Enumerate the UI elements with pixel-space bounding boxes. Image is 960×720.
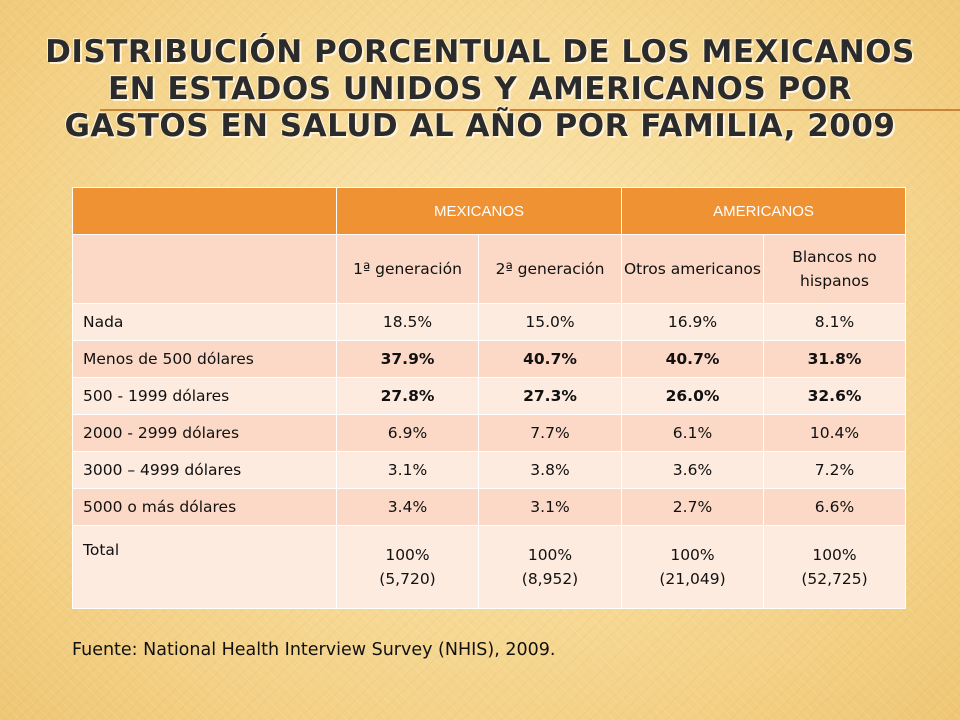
total-cell: 100% (21,049): [621, 525, 764, 609]
table-row: 2000 - 2999 dólares 6.9% 7.7% 6.1% 10.4%: [72, 414, 906, 452]
total-cell: 100% (8,952): [478, 525, 622, 609]
table-cell: 10.4%: [763, 414, 906, 452]
table-cell: 6.9%: [336, 414, 479, 452]
total-count: (52,725): [801, 570, 868, 588]
table-cell: 3.4%: [336, 488, 479, 526]
total-count: (5,720): [379, 570, 436, 588]
row-label: 500 - 1999 dólares: [72, 377, 337, 415]
table-cell: 27.8%: [336, 377, 479, 415]
total-pct: 100%: [385, 546, 430, 564]
table-cell: 37.9%: [336, 340, 479, 378]
table-row: Menos de 500 dólares 37.9% 40.7% 40.7% 3…: [72, 340, 906, 378]
subheader-blank: [72, 234, 337, 304]
total-pct: 100%: [670, 546, 715, 564]
slide-title: Distribución porcentual de los mexicanos…: [45, 34, 915, 144]
table-cell: 31.8%: [763, 340, 906, 378]
table-cell: 15.0%: [478, 303, 622, 341]
data-table: MEXICANOS AMERICANOS 1ª generación 2ª ge…: [72, 187, 906, 609]
table-cell: 3.6%: [621, 451, 764, 489]
total-cell: 100% (5,720): [336, 525, 479, 609]
subheader-cell: 2ª generación: [478, 234, 622, 304]
table-cell: 32.6%: [763, 377, 906, 415]
row-label: 5000 o más dólares: [72, 488, 337, 526]
table-cell: 3.1%: [336, 451, 479, 489]
total-count: (21,049): [659, 570, 726, 588]
row-label: 2000 - 2999 dólares: [72, 414, 337, 452]
table-cell: 16.9%: [621, 303, 764, 341]
table-row: 3000 – 4999 dólares 3.1% 3.8% 3.6% 7.2%: [72, 451, 906, 489]
table-cell: 6.1%: [621, 414, 764, 452]
table-row: Nada 18.5% 15.0% 16.9% 8.1%: [72, 303, 906, 341]
subheader-cell: Blancos no hispanos: [763, 234, 906, 304]
table-row: 5000 o más dólares 3.4% 3.1% 2.7% 6.6%: [72, 488, 906, 526]
table-cell: 40.7%: [478, 340, 622, 378]
total-pct: 100%: [527, 546, 573, 564]
header-corner: [72, 187, 337, 235]
table-cell: 2.7%: [621, 488, 764, 526]
table-cell: 7.7%: [478, 414, 622, 452]
group-header-americanos: AMERICANOS: [621, 187, 906, 235]
table-cell: 27.3%: [478, 377, 622, 415]
total-count: (8,952): [521, 570, 579, 588]
total-cell: 100% (52,725): [763, 525, 906, 609]
table-cell: 3.8%: [478, 451, 622, 489]
title-rule: [100, 109, 960, 111]
table-cell: 8.1%: [763, 303, 906, 341]
table-cell: 7.2%: [763, 451, 906, 489]
data-table-container: MEXICANOS AMERICANOS 1ª generación 2ª ge…: [72, 187, 906, 609]
total-pct: 100%: [812, 546, 857, 564]
table-cell: 3.1%: [478, 488, 622, 526]
row-label: 3000 – 4999 dólares: [72, 451, 337, 489]
total-label: Total: [72, 525, 337, 609]
group-header-mexicanos: MEXICANOS: [336, 187, 622, 235]
subheader-cell: Otros americanos: [621, 234, 764, 304]
table-cell: 26.0%: [621, 377, 764, 415]
total-row: Total 100% (5,720) 100% (8,952) 100% (21,04…: [72, 525, 906, 609]
table-cell: 6.6%: [763, 488, 906, 526]
table-cell: 40.7%: [621, 340, 764, 378]
subheader-cell: 1ª generación: [336, 234, 479, 304]
table-row: 500 - 1999 dólares 27.8% 27.3% 26.0% 32.…: [72, 377, 906, 415]
table-cell: 18.5%: [336, 303, 479, 341]
source-note: Fuente: National Health Interview Survey…: [72, 640, 556, 660]
row-label: Nada: [72, 303, 337, 341]
row-label: Menos de 500 dólares: [72, 340, 337, 378]
